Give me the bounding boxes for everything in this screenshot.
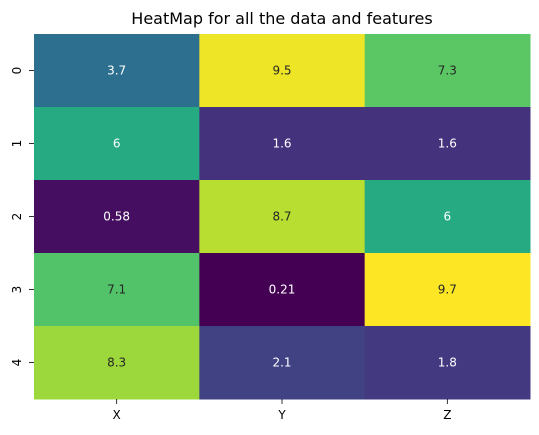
cell-value-label: 1.6 (438, 137, 457, 151)
heatmap-cell (364, 180, 531, 254)
cell-value-label: 7.3 (438, 64, 457, 78)
cell-value-label: 2.1 (272, 356, 291, 370)
y-tick-label: 4 (10, 359, 24, 367)
heatmap-cell (364, 107, 531, 181)
x-tick-label: X (113, 408, 121, 422)
heatmap-cell (199, 180, 366, 254)
cell-value-label: 0.21 (269, 283, 296, 297)
cell-value-label: 8.7 (272, 210, 291, 224)
heatmap-cell (364, 326, 531, 400)
heatmap-cell (199, 34, 366, 108)
cell-value-label: 1.6 (272, 137, 291, 151)
heatmap-cell (34, 253, 200, 327)
heatmap-cell (364, 253, 531, 327)
cell-value-label: 7.1 (107, 283, 126, 297)
heatmap-cell (34, 326, 200, 400)
y-tick-label: 3 (10, 286, 24, 294)
x-axis: X Y Z (113, 399, 451, 422)
cell-value-label: 1.8 (438, 356, 457, 370)
cell-value-label: 6 (444, 210, 452, 224)
y-tick-label: 1 (10, 140, 24, 148)
heatmap-cell (199, 107, 366, 181)
cell-value-label: 8.3 (107, 356, 126, 370)
y-axis: 0 1 2 3 4 (10, 67, 34, 367)
heatmap-cells: 3.7 9.5 7.3 6 1.6 1.6 0.58 8.7 6 7.1 0.21 9.7 8.3 2.1… (34, 34, 531, 400)
cell-value-label: 0.58 (103, 210, 130, 224)
heatmap-cell (34, 180, 200, 254)
x-tick-label: Y (277, 408, 286, 422)
heatmap-cell (199, 253, 366, 327)
y-tick-label: 0 (10, 67, 24, 75)
y-tick-label: 2 (10, 213, 24, 221)
cell-value-label: 9.7 (438, 283, 457, 297)
x-tick-label: Z (443, 408, 451, 422)
chart-title: HeatMap for all the data and features (131, 9, 432, 28)
cell-value-label: 6 (113, 137, 121, 151)
heatmap-cell (34, 107, 200, 181)
cell-value-label: 3.7 (107, 64, 126, 78)
heatmap-cell (199, 326, 366, 400)
heatmap-cell (34, 34, 200, 108)
heatmap-cell (364, 34, 531, 108)
cell-value-label: 9.5 (272, 64, 291, 78)
